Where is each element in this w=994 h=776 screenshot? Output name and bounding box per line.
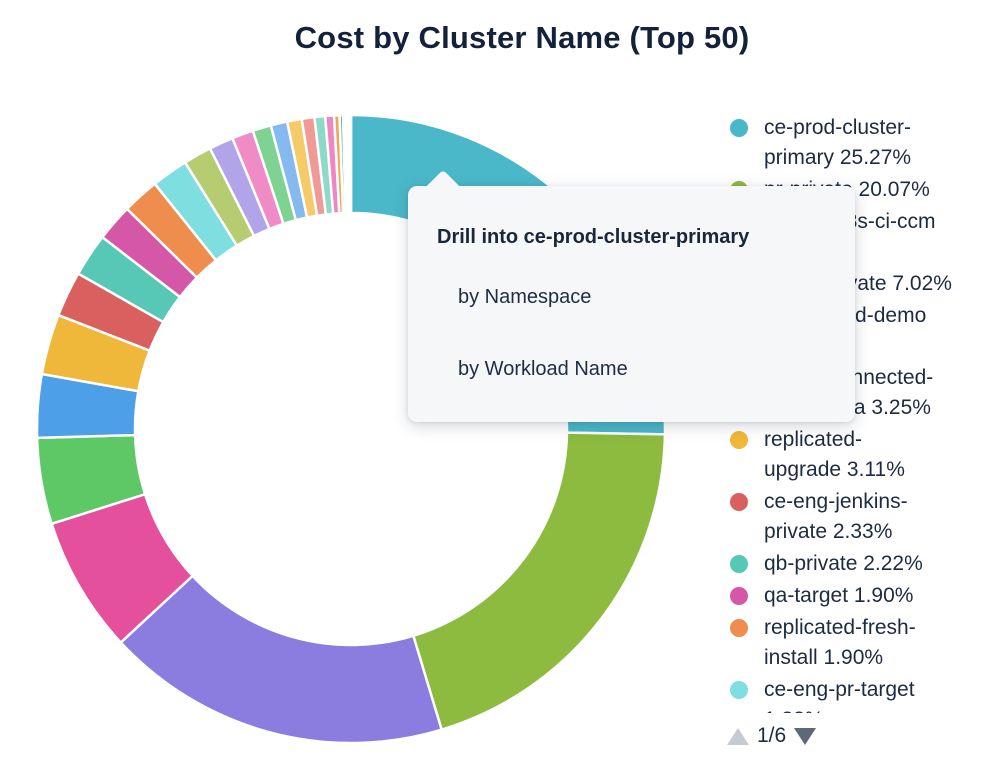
legend-dot-icon [730, 681, 748, 699]
pie-slice[interactable] [348, 113, 353, 215]
legend-item-line: qb-private 2.22% [764, 552, 923, 575]
legend-item-line: ce-prod-cluster- [764, 116, 912, 139]
pie-slice[interactable] [412, 431, 667, 731]
legend-item-line: install 1.90% [764, 646, 884, 669]
legend-item[interactable]: qb-private 2.22% [730, 549, 988, 579]
legend-page-label: 1/6 [757, 724, 787, 747]
legend-dot-icon [730, 619, 748, 637]
legend-item-label: ce-eng-jenkins-private 2.33% [764, 487, 908, 547]
legend-dot-icon [730, 555, 748, 573]
legend-item-label: qa-target 1.90% [764, 581, 913, 611]
legend-item-label: qb-private 2.22% [764, 549, 923, 579]
legend-dot-icon [730, 119, 748, 137]
legend-page-down-icon[interactable] [794, 727, 817, 745]
legend-item[interactable]: ce-prod-cluster-primary 25.27% [730, 113, 988, 173]
legend-item-line: replicated- [764, 428, 863, 451]
legend-item-line: private 2.33% [764, 520, 893, 543]
legend-item-label: replicated-upgrade 3.11% [764, 425, 905, 485]
legend-page-up-icon[interactable] [727, 727, 749, 745]
legend-dot-icon [730, 587, 748, 605]
legend-dot-icon [730, 431, 748, 449]
pie-slice[interactable] [119, 574, 443, 745]
legend-item-line: 1.88% [764, 705, 915, 713]
legend-item[interactable]: qa-target 1.90% [730, 581, 988, 611]
drilldown-menu: Drill into ce-prod-cluster-primary by Na… [408, 186, 855, 422]
legend-item[interactable]: ce-eng-pr-target 1.88% [730, 675, 988, 713]
legend-item-line: upgrade 3.11% [764, 458, 905, 481]
legend-item-label: ce-prod-cluster-primary 25.27% [764, 113, 911, 173]
legend-item-line: qa-target 1.90% [764, 584, 914, 607]
legend-pager: 1/6 [727, 724, 817, 748]
drill-by-namespace-item[interactable]: by Namespace [458, 286, 592, 308]
drill-by-workload-name-item[interactable]: by Workload Name [458, 358, 628, 380]
legend-item-label: ce-eng-pr-target 1.88% [764, 675, 915, 713]
legend-dot-icon [730, 493, 748, 511]
legend-item[interactable]: replicated-upgrade 3.11% [730, 425, 988, 485]
legend-item[interactable]: replicated-fresh-install 1.90% [730, 613, 988, 673]
legend-item-line: primary 25.27% [764, 146, 912, 169]
page-title: Cost by Cluster Name (Top 50) [294, 20, 750, 55]
legend-item-line: replicated-fresh- [764, 616, 916, 639]
legend-item[interactable]: ce-eng-jenkins-private 2.33% [730, 487, 988, 547]
legend-item-line: ce-eng-jenkins- [764, 490, 908, 513]
drilldown-menu-title: Drill into ce-prod-cluster-primary [437, 226, 750, 248]
legend-item-line: ce-eng-pr-target [764, 678, 915, 701]
legend-item-label: replicated-fresh-install 1.90% [764, 613, 916, 673]
